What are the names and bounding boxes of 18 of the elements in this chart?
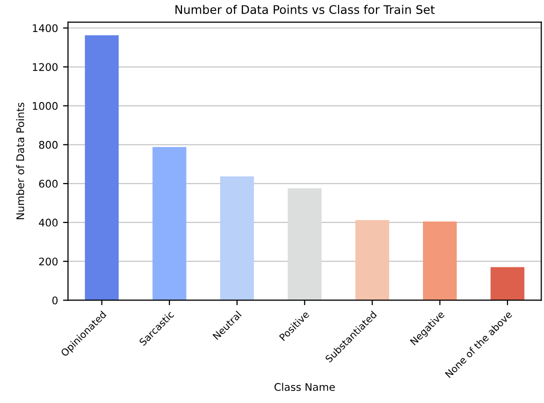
bar bbox=[490, 267, 524, 300]
y-tick-label: 400 bbox=[38, 218, 58, 227]
y-axis-title: Number of Data Points bbox=[16, 102, 24, 220]
bar bbox=[422, 221, 457, 300]
y-tick-label: 0 bbox=[52, 296, 58, 304]
bar bbox=[152, 147, 186, 300]
y-tick-label: 1400 bbox=[32, 24, 58, 32]
y-tick-label: 1000 bbox=[32, 102, 58, 110]
y-tick-label: 600 bbox=[39, 180, 58, 188]
chart-title: Number of Data Points vs Class for Train Set bbox=[176, 4, 435, 14]
bar bbox=[355, 220, 390, 300]
x-axis-title: Class Name bbox=[274, 382, 335, 391]
y-tick-label: 1200 bbox=[32, 63, 58, 71]
bar bbox=[84, 35, 119, 300]
y-tick-label: 200 bbox=[39, 258, 58, 266]
y-tick-label: 800 bbox=[39, 140, 58, 149]
bar bbox=[220, 176, 254, 300]
bar bbox=[288, 188, 322, 300]
